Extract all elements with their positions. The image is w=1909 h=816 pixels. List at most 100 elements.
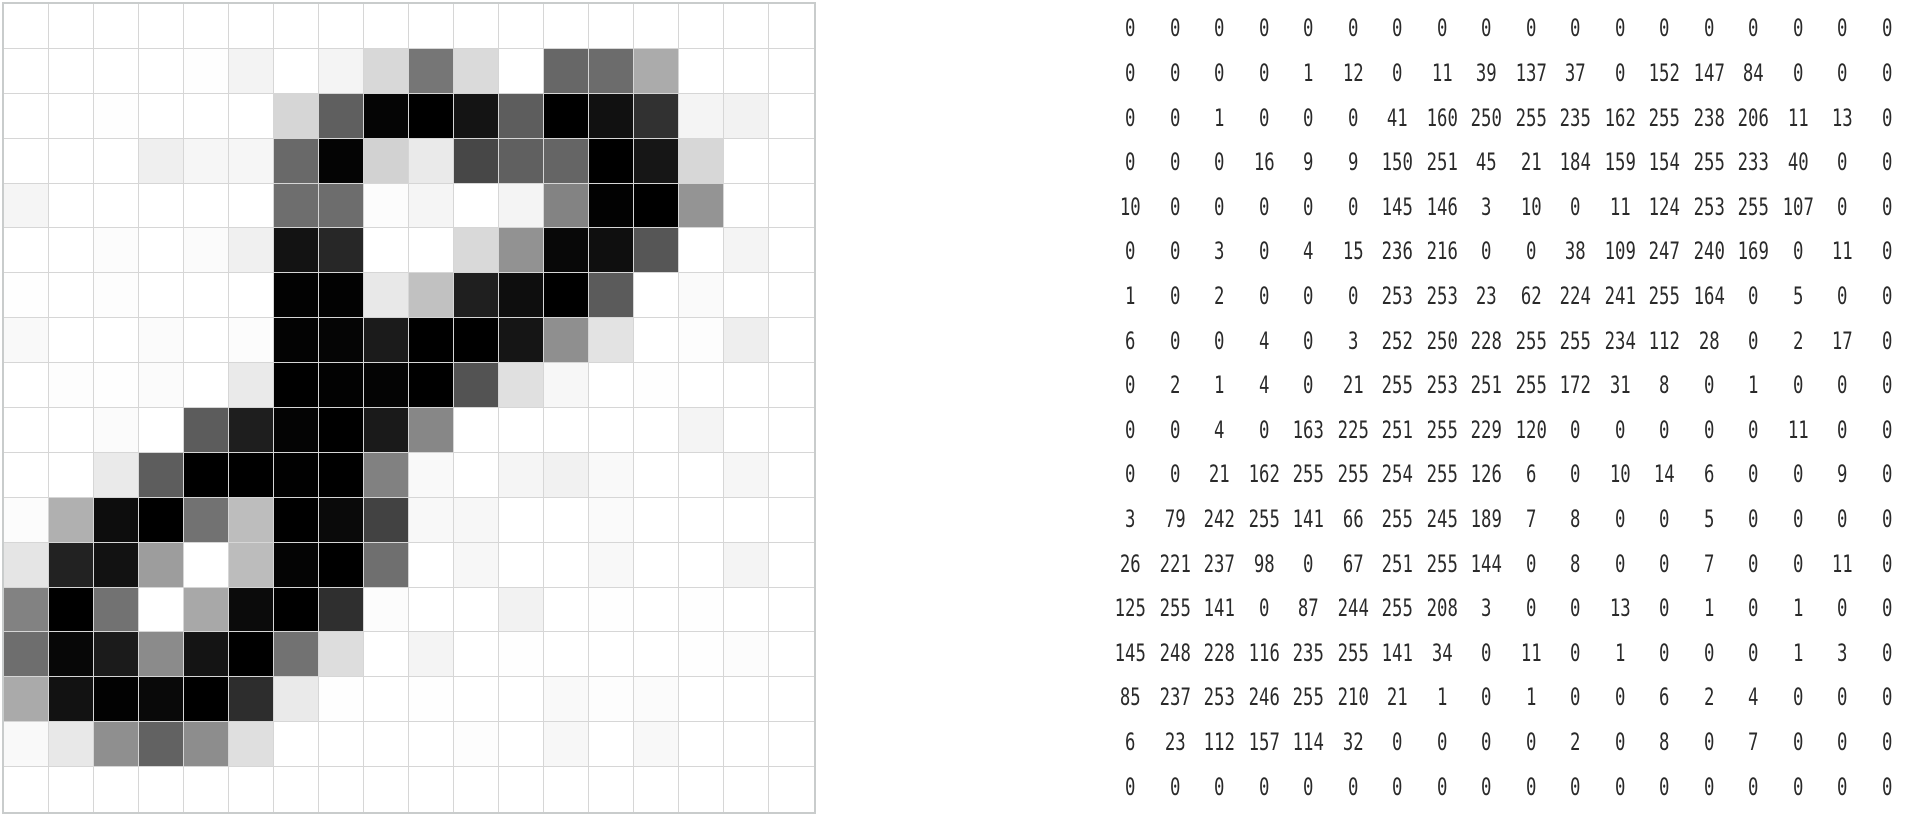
pixel-value: 6 xyxy=(1703,460,1714,489)
pixel-cell xyxy=(364,318,409,364)
pixel-value: 208 xyxy=(1426,594,1458,623)
pixel-cell xyxy=(139,183,184,229)
pixel-value: 3 xyxy=(1347,326,1358,355)
pixel-cell xyxy=(94,138,139,184)
pixel-value: 255 xyxy=(1337,460,1369,489)
pixel-cell xyxy=(139,363,184,408)
pixel-value: 0 xyxy=(1392,772,1403,801)
pixel-cell xyxy=(499,318,544,364)
pixel-cell xyxy=(499,677,544,723)
pixel-cell xyxy=(769,273,814,319)
pixel-cell xyxy=(634,4,679,49)
pixel-cell xyxy=(319,497,364,543)
pixel-cell xyxy=(724,452,769,498)
pixel-cell xyxy=(229,93,274,139)
pixel-value: 0 xyxy=(1169,103,1180,132)
pixel-value: 0 xyxy=(1258,58,1269,87)
pixel-cell xyxy=(634,632,679,678)
pixel-value: 125 xyxy=(1114,594,1146,623)
pixel-value: 1 xyxy=(1303,58,1314,87)
pixel-cell xyxy=(454,542,499,588)
pixel-value: 147 xyxy=(1693,58,1725,87)
pixel-cell xyxy=(364,632,409,678)
pixel-value: 210 xyxy=(1337,683,1369,712)
pixel-cell xyxy=(769,587,814,633)
pixel-value: 37 xyxy=(1564,58,1586,87)
pixel-cell xyxy=(364,722,409,768)
pixel-cell xyxy=(274,228,319,274)
pixel-value: 255 xyxy=(1426,415,1458,444)
pixel-value: 169 xyxy=(1737,237,1769,266)
pixel-cell xyxy=(544,138,589,184)
pixel-value: 248 xyxy=(1159,638,1191,667)
pixel-cell xyxy=(769,228,814,274)
pixel-value: 0 xyxy=(1792,772,1803,801)
pixel-value: 17 xyxy=(1831,326,1853,355)
pixel-cell xyxy=(769,408,814,453)
pixel-value: 0 xyxy=(1837,505,1848,534)
pixel-cell xyxy=(589,408,634,453)
pixel-value: 0 xyxy=(1258,192,1269,221)
pixel-cell xyxy=(679,48,724,94)
pixel-cell xyxy=(409,183,454,229)
pixel-value: 0 xyxy=(1392,58,1403,87)
pixel-cell xyxy=(184,587,229,633)
pixel-cell xyxy=(139,318,184,364)
pixel-cell xyxy=(4,183,49,229)
pixel-cell xyxy=(319,722,364,768)
pixel-cell xyxy=(364,183,409,229)
pixel-cell xyxy=(634,48,679,94)
pixel-cell xyxy=(4,93,49,139)
pixel-value: 0 xyxy=(1837,772,1848,801)
pixel-cell xyxy=(769,138,814,184)
pixel-value: 126 xyxy=(1470,460,1502,489)
pixel-cell xyxy=(184,452,229,498)
pixel-value: 116 xyxy=(1248,638,1280,667)
pixel-value: 0 xyxy=(1792,505,1803,534)
pixel-value: 255 xyxy=(1426,549,1458,578)
pixel-cell xyxy=(319,363,364,408)
pixel-cell xyxy=(184,632,229,678)
pixel-value: 21 xyxy=(1342,371,1364,400)
pixel-cell xyxy=(94,587,139,633)
pixel-value: 255 xyxy=(1648,281,1680,310)
pixel-cell xyxy=(184,48,229,94)
pixel-value: 254 xyxy=(1381,460,1413,489)
pixel-value: 251 xyxy=(1470,371,1502,400)
pixel-cell xyxy=(499,228,544,274)
pixel-value: 0 xyxy=(1169,281,1180,310)
pixel-cell xyxy=(589,318,634,364)
pixel-value: 0 xyxy=(1881,14,1892,43)
pixel-cell xyxy=(409,4,454,49)
pixel-cell xyxy=(544,48,589,94)
pixel-value: 6 xyxy=(1659,683,1670,712)
pixel-cell xyxy=(634,183,679,229)
pixel-cell xyxy=(589,363,634,408)
pixel-value: 1 xyxy=(1214,103,1225,132)
pixel-cell xyxy=(724,408,769,453)
pixel-cell xyxy=(634,722,679,768)
pixel-cell xyxy=(724,587,769,633)
pixel-value: 0 xyxy=(1570,192,1581,221)
pixel-cell xyxy=(634,408,679,453)
pixel-value: 107 xyxy=(1782,192,1814,221)
pixel-cell xyxy=(544,767,589,812)
pixel-value: 0 xyxy=(1614,772,1625,801)
pixel-value: 0 xyxy=(1837,192,1848,221)
pixel-value: 0 xyxy=(1703,371,1714,400)
pixel-value: 3 xyxy=(1481,192,1492,221)
pixel-cell xyxy=(184,408,229,453)
pixel-value: 11 xyxy=(1520,638,1542,667)
pixel-cell xyxy=(139,452,184,498)
pixel-value: 0 xyxy=(1792,58,1803,87)
pixel-cell xyxy=(589,93,634,139)
pixel-cell xyxy=(229,408,274,453)
pixel-cell xyxy=(274,632,319,678)
pixel-cell xyxy=(409,632,454,678)
pixel-value: 13 xyxy=(1831,103,1853,132)
pixel-value: 0 xyxy=(1792,549,1803,578)
pixel-cell xyxy=(769,722,814,768)
pixel-cell xyxy=(544,408,589,453)
pixel-value: 0 xyxy=(1214,772,1225,801)
pixel-value: 0 xyxy=(1837,281,1848,310)
